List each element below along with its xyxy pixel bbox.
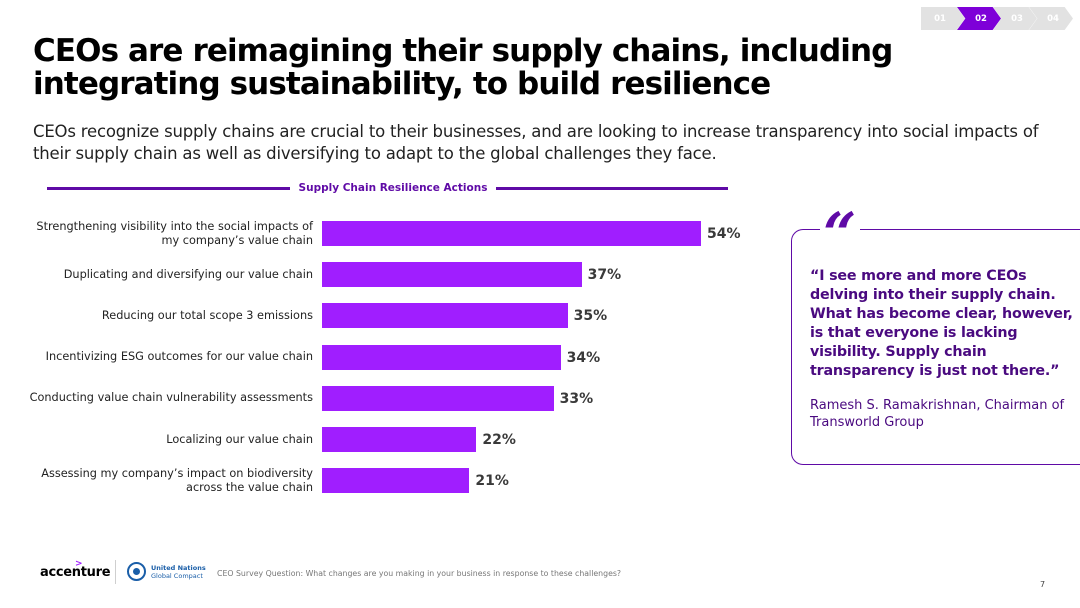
- accenture-logo-mark-icon: >: [75, 559, 83, 569]
- chart-title-rule-left: [47, 187, 290, 190]
- bar-value-label: 21%: [475, 473, 509, 490]
- chart-title-rule-right: [496, 187, 728, 190]
- page-subtitle: CEOs recognize supply chains are crucial…: [33, 122, 1039, 163]
- quote-mark-icon: “: [823, 200, 857, 268]
- category-label: Assessing my company’s impact on biodive…: [41, 466, 313, 494]
- bar: [322, 344, 561, 370]
- category-label: Reducing our total scope 3 emissions: [101, 308, 313, 322]
- bar-value-label: 54%: [707, 226, 741, 242]
- category-label: Strengthening visibility into the social…: [36, 219, 313, 247]
- bar-value-label: 34%: [566, 349, 601, 366]
- page-title: CEOs are reimagining their supply chains…: [33, 33, 893, 102]
- survey-footnote: CEO Survey Question: What changes are yo…: [217, 569, 622, 578]
- quote-author: Ramesh S. Ramakrishnan, Chairman of Tran…: [810, 398, 1065, 430]
- bar: [322, 303, 568, 329]
- category-label: Conducting value chain vulnerability ass…: [29, 391, 313, 405]
- nav-step-03[interactable]: 03: [993, 7, 1037, 30]
- bar-value-label: 35%: [573, 308, 608, 325]
- page-number: 7: [1040, 580, 1046, 589]
- category-label: Localizing our value chain: [166, 432, 313, 446]
- accenture-logo: accenture: [40, 565, 111, 580]
- un-globe-icon: [127, 562, 146, 581]
- chart-title: Supply Chain Resilience Actions: [298, 182, 488, 194]
- bar-value-label: 22%: [482, 432, 516, 448]
- nav-step-02[interactable]: 02: [957, 7, 1001, 30]
- bar-value-label: 37%: [587, 267, 622, 284]
- nav-step-01[interactable]: 01: [921, 7, 965, 30]
- quote-panel-gap: [820, 222, 860, 236]
- un-logo-line1: United Nations: [151, 564, 206, 572]
- bar: [322, 221, 701, 246]
- un-logo-line2: Global Compact: [151, 572, 203, 580]
- bar: [322, 262, 582, 288]
- bar: [322, 427, 477, 452]
- quote-text: “I see more and more CEOs delving into t…: [810, 268, 1073, 379]
- nav-step-04[interactable]: 04: [1029, 7, 1073, 30]
- quote-panel: [791, 229, 1080, 465]
- bar: [322, 468, 470, 494]
- bar: [322, 385, 554, 411]
- category-label: Incentivizing ESG outcomes for our value…: [45, 350, 313, 364]
- category-label: Duplicating and diversifying our value c…: [63, 267, 313, 281]
- un-global-compact-logo: United Nations Global Compact: [151, 564, 206, 580]
- footer-divider: [115, 560, 116, 584]
- bar-value-label: 33%: [559, 390, 594, 407]
- progress-nav: 01 02 03 04: [921, 7, 1073, 30]
